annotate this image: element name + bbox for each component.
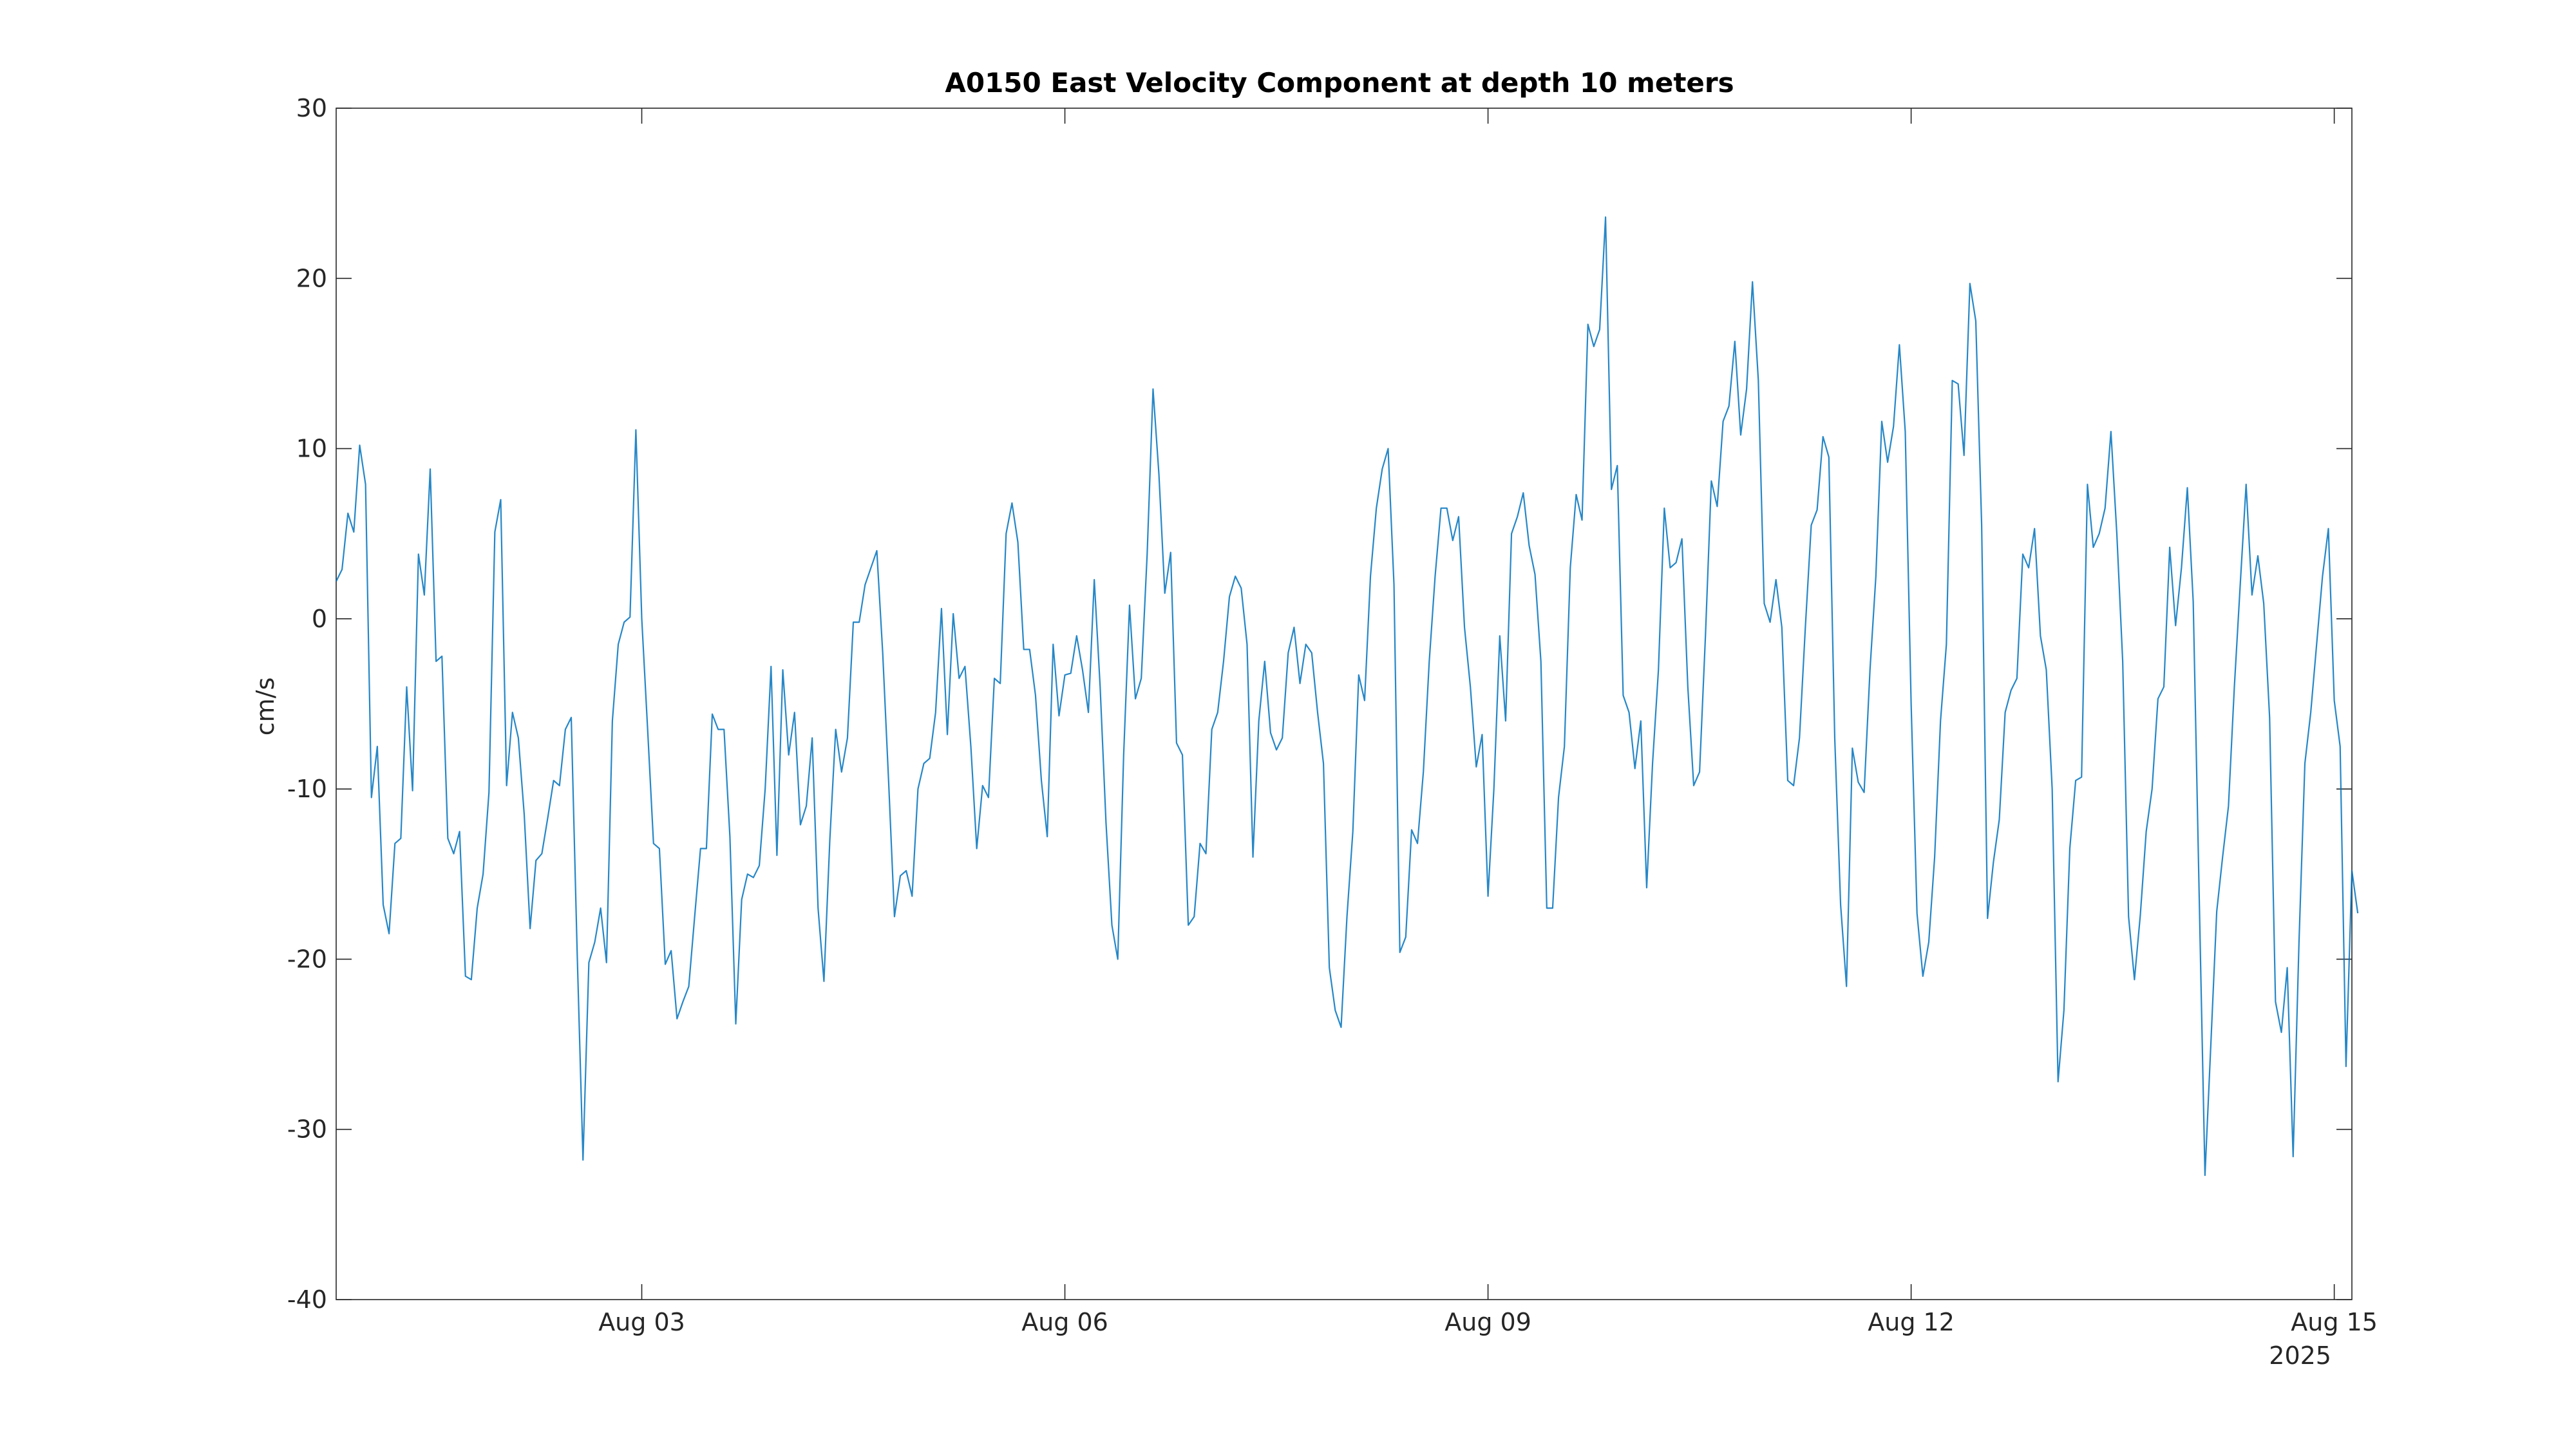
x-tick-label: Aug 09 <box>1444 1308 1531 1336</box>
y-tick-label: -30 <box>287 1115 327 1144</box>
y-tick-label: -10 <box>287 775 327 803</box>
y-tick-label: -20 <box>287 945 327 973</box>
x-axis-year-label: 2025 <box>2269 1341 2331 1370</box>
chart-title: A0150 East Velocity Component at depth 1… <box>945 67 1734 99</box>
series-line-0 <box>336 216 2359 1177</box>
y-tick-label: -40 <box>287 1285 327 1314</box>
x-tick-label: Aug 12 <box>1868 1308 1955 1336</box>
y-axis-label: cm/s <box>251 677 279 736</box>
y-tick-label: 0 <box>312 605 327 633</box>
x-tick-label: Aug 15 <box>2291 1308 2378 1336</box>
plot-area: -40 -30 -20 -10 0 10 20 30 Aug 03 Aug 06 Aug 09 Aug… <box>287 94 2378 1336</box>
y-tick-label: 30 <box>296 94 327 122</box>
y-tick-label: 10 <box>296 435 327 463</box>
axes-box <box>336 108 2353 1300</box>
x-tick-label: Aug 06 <box>1021 1308 1108 1336</box>
x-tick-label: Aug 03 <box>598 1308 685 1336</box>
y-tick-label: 20 <box>296 264 327 292</box>
